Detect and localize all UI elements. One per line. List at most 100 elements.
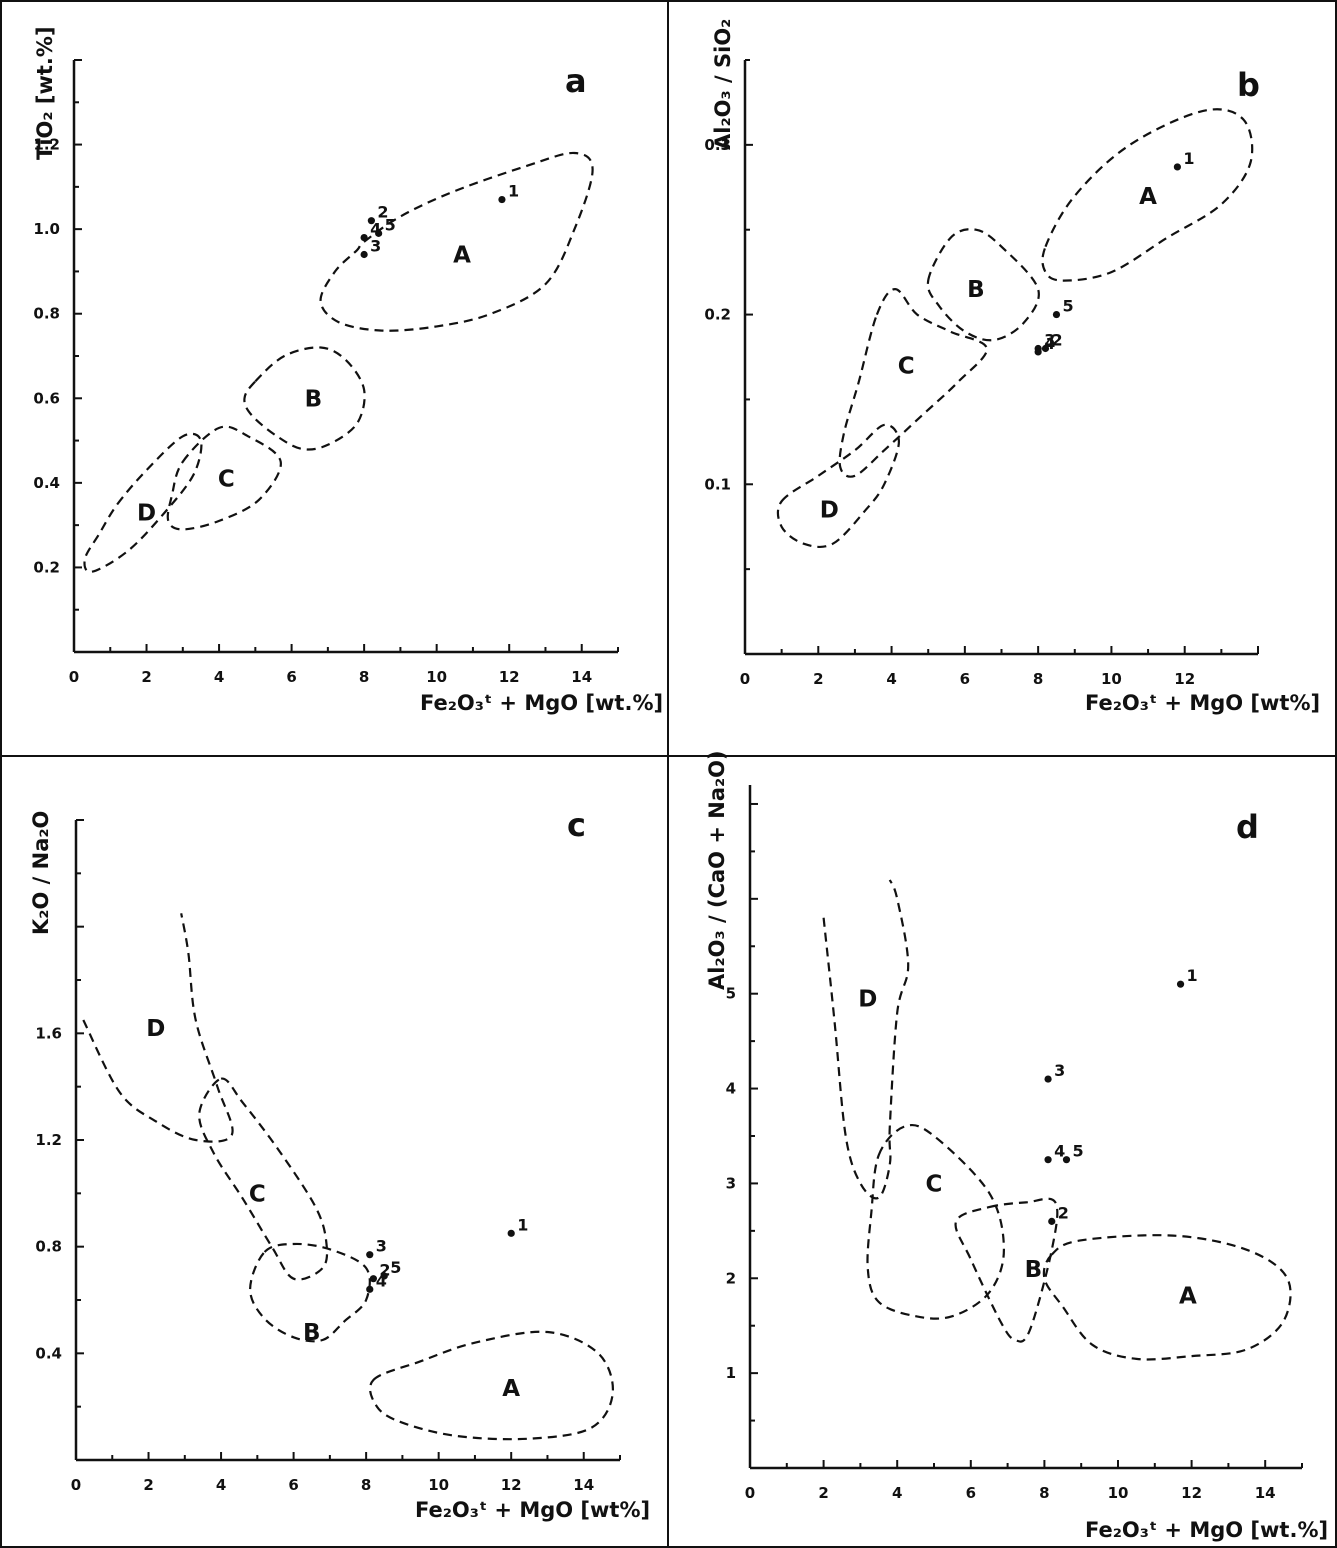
y-tick-label-b: 0.3	[704, 136, 731, 154]
x-tick-label-d: 4	[892, 1484, 902, 1502]
sample-point-5	[1062, 1156, 1071, 1164]
field-outline-D	[822, 879, 910, 1200]
x-tick-label-b: 2	[813, 670, 823, 688]
sample-label-1: 1	[508, 182, 519, 201]
sample-label-3: 3	[1054, 1061, 1065, 1080]
sample-label-5: 5	[1072, 1142, 1083, 1161]
y-axis-title-b: Al₂O₃ / SiO₂	[711, 19, 735, 150]
x-axis-title-d: Fe₂O₃ᵗ + MgO [wt.%]	[1085, 1518, 1328, 1542]
field-label-A: A	[502, 1376, 520, 1402]
field-label-A: A	[1139, 184, 1157, 210]
field-label-C: C	[898, 353, 915, 379]
x-tick-label-c: 4	[216, 1476, 226, 1494]
sample-label-1: 1	[1187, 966, 1198, 985]
sample-label-2: 2	[379, 1261, 390, 1280]
x-tick-label-a: 14	[571, 668, 592, 686]
y-tick-label-d: 4	[726, 1080, 736, 1098]
field-label-C: C	[926, 1171, 943, 1197]
sample-point-1	[1173, 163, 1181, 171]
field-label-B: B	[305, 386, 323, 412]
sample-point-2	[1041, 344, 1050, 353]
x-tick-label-c: 6	[288, 1476, 298, 1494]
y-tick-label-c: 0.8	[35, 1238, 62, 1256]
sample-label-3: 3	[370, 237, 381, 256]
x-tick-label-a: 6	[286, 668, 296, 686]
panel-c: c K₂O / Na₂O Fe₂O₃ᵗ + MgO [wt%]	[29, 806, 650, 1522]
field-label-C: C	[249, 1181, 266, 1207]
field-outline-D	[83, 432, 203, 573]
field-label-A: A	[1179, 1283, 1197, 1309]
sample-point-5	[1052, 310, 1061, 319]
field-outline-D	[82, 913, 234, 1143]
x-tick-label-a: 0	[69, 668, 79, 686]
field-outline-C	[866, 1123, 1006, 1320]
sample-label-1: 1	[1183, 149, 1194, 168]
x-tick-label-d: 6	[966, 1484, 976, 1502]
y-tick-label-c: 1.6	[35, 1024, 62, 1042]
sample-label-4: 4	[1044, 334, 1055, 353]
sample-point-1	[1176, 980, 1185, 988]
x-tick-label-c: 10	[428, 1476, 449, 1494]
y-tick-label-a: 0.4	[33, 474, 60, 492]
field-label-C: C	[218, 467, 235, 493]
field-label-D: D	[820, 498, 839, 524]
sample-label-1: 1	[517, 1215, 528, 1234]
sample-label-5: 5	[390, 1258, 401, 1277]
y-tick-label-d: 3	[726, 1174, 736, 1192]
field-outline-B	[248, 1242, 371, 1343]
field-label-B: B	[967, 277, 985, 303]
x-axis-title-b: Fe₂O₃ᵗ + MgO [wt%]	[1085, 691, 1320, 715]
panel-letter-d: d	[1236, 808, 1259, 846]
panel-letter-c: c	[567, 806, 586, 844]
sample-point-3	[1044, 1075, 1052, 1083]
y-tick-label-d: 5	[726, 985, 736, 1003]
sample-label-4: 4	[1054, 1142, 1065, 1161]
y-tick-label-a: 0.8	[33, 305, 60, 323]
x-tick-label-d: 2	[818, 1484, 828, 1502]
x-tick-label-d: 14	[1255, 1484, 1276, 1502]
field-outline-B	[954, 1197, 1059, 1343]
field-outline-D	[776, 423, 901, 548]
sample-point-2	[367, 217, 375, 225]
field-outline-B	[243, 346, 366, 451]
panel-letter-b: b	[1237, 66, 1260, 104]
x-axis-title-c: Fe₂O₃ᵗ + MgO [wt%]	[415, 1498, 650, 1522]
y-tick-label-c: 0.4	[35, 1344, 62, 1362]
field-outline-A	[1042, 1234, 1292, 1361]
x-tick-label-a: 2	[141, 668, 151, 686]
field-label-B: B	[303, 1320, 321, 1346]
x-axis-title-a: Fe₂O₃ᵗ + MgO [wt.%]	[420, 691, 663, 715]
y-tick-label-a: 0.6	[33, 389, 60, 407]
sample-point-4	[366, 1285, 374, 1293]
x-tick-label-a: 10	[426, 668, 447, 686]
x-tick-label-c: 2	[143, 1476, 153, 1494]
field-outline-A	[368, 1330, 614, 1441]
y-tick-label-b: 0.2	[704, 306, 731, 324]
y-tick-label-d: 1	[726, 1364, 736, 1382]
x-tick-label-d: 0	[745, 1484, 755, 1502]
sample-point-3	[360, 250, 368, 259]
x-tick-label-b: 8	[1033, 670, 1043, 688]
sample-point-1	[507, 1229, 515, 1237]
y-axis-title-a: TiO₂ [wt.%]	[33, 26, 57, 160]
sample-label-2: 2	[377, 203, 388, 222]
panel-letter-a: a	[565, 62, 587, 100]
field-label-B: B	[1025, 1257, 1043, 1283]
sample-point-4	[1044, 1156, 1052, 1164]
sample-label-2: 2	[1051, 331, 1062, 350]
field-outline-C	[838, 287, 988, 478]
y-axis-title-c: K₂O / Na₂O	[29, 811, 53, 935]
sample-label-5: 5	[1062, 297, 1073, 316]
field-label-A: A	[453, 243, 471, 269]
y-tick-label-c: 1.2	[35, 1131, 62, 1149]
sample-point-2	[369, 1275, 377, 1283]
y-tick-label-a: 1.2	[33, 136, 60, 154]
field-outline-C	[198, 1077, 329, 1281]
